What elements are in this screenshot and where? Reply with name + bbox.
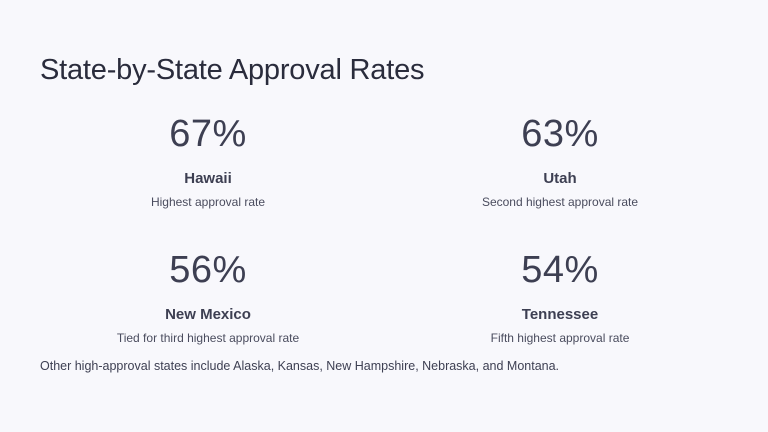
stat-state: Utah	[543, 170, 577, 187]
stat-description: Fifth highest approval rate	[490, 331, 630, 345]
slide-title: State-by-State Approval Rates	[40, 54, 425, 86]
stat-description: Highest approval rate	[150, 195, 266, 209]
stat-state: New Mexico	[165, 306, 251, 323]
stat-value: 54%	[521, 249, 599, 291]
stat-value: 67%	[169, 113, 247, 155]
stat-card-tennessee: 54% Tennessee Fifth highest approval rat…	[410, 248, 710, 346]
stat-description: Second highest approval rate	[481, 195, 639, 209]
stat-card-new-mexico: 56% New Mexico Tied for third highest ap…	[58, 248, 358, 346]
stat-state: Hawaii	[184, 170, 232, 187]
stat-value: 56%	[169, 249, 247, 291]
stat-card-hawaii: 67% Hawaii Highest approval rate	[58, 112, 358, 210]
stat-description: Tied for third highest approval rate	[116, 331, 300, 345]
stat-value: 63%	[521, 113, 599, 155]
footnote: Other high-approval states include Alask…	[40, 359, 560, 373]
stat-card-utah: 63% Utah Second highest approval rate	[410, 112, 710, 210]
stat-state: Tennessee	[521, 306, 599, 323]
